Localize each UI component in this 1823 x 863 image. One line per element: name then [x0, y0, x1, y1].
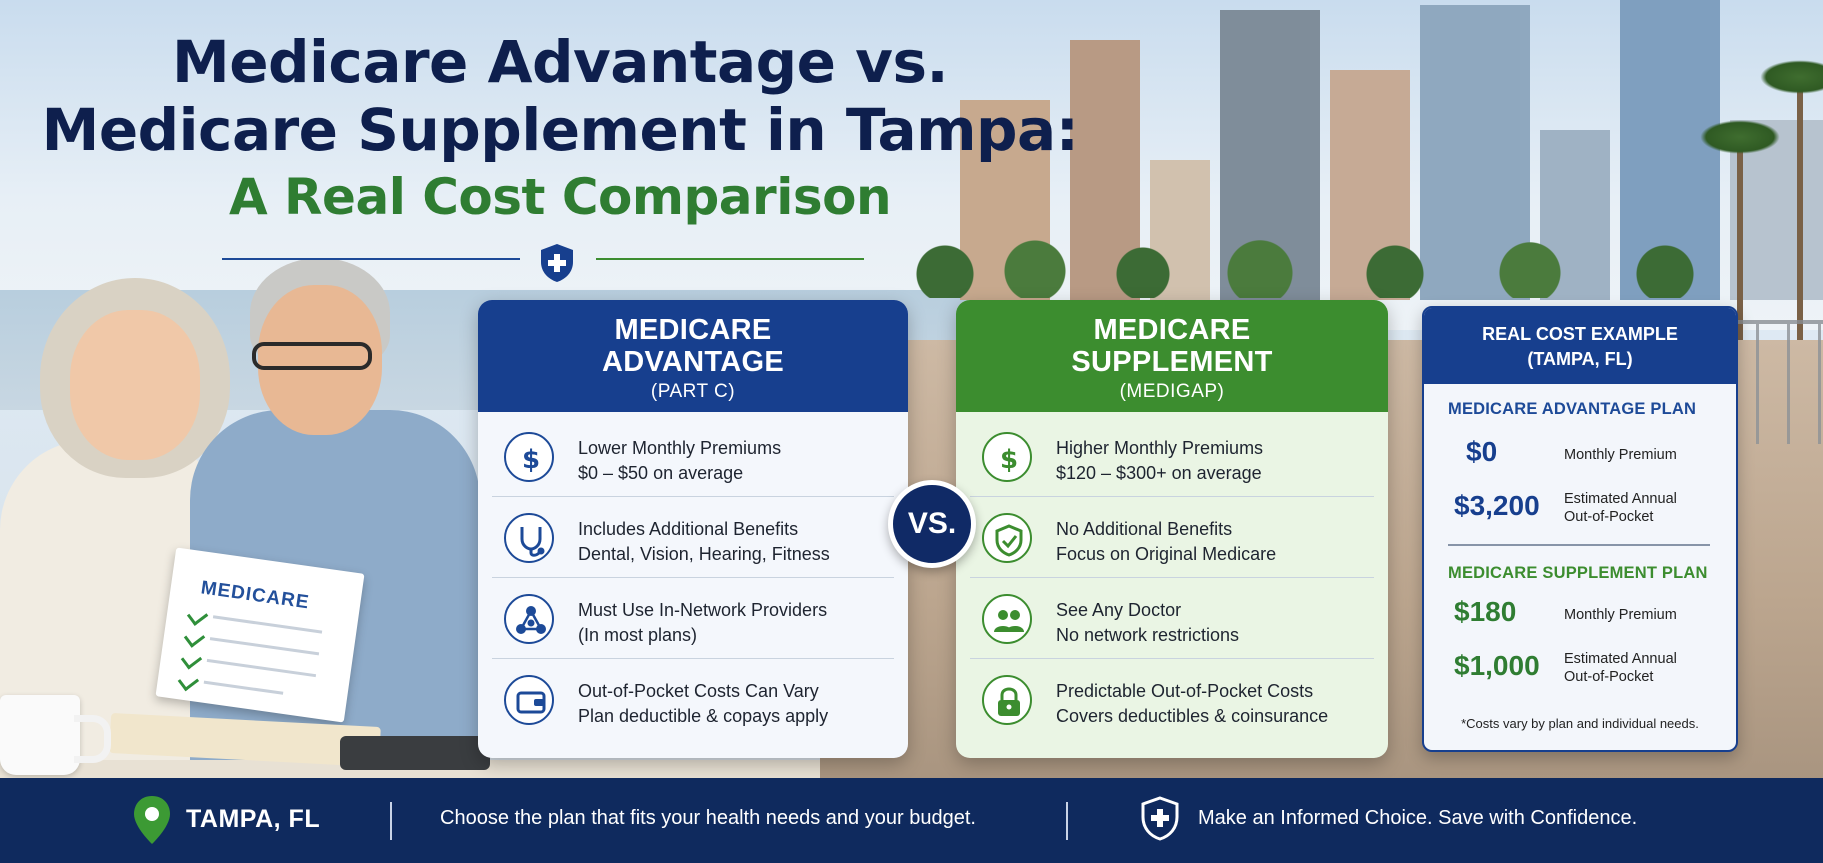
wallet-icon — [504, 675, 554, 725]
cost-supplement-oop-value: $1,000 — [1454, 650, 1540, 681]
advantage-row-1-detail: $0 – $50 on average — [578, 463, 744, 483]
supplement-row-3-detail: No network restrictions — [1056, 625, 1240, 645]
supplement-card-header: MEDICARE SUPPLEMENT (MEDIGAP) — [956, 300, 1388, 412]
dollar-icon: $ — [504, 432, 554, 482]
cost-example-heading-2: (TAMPA, FL) — [1527, 349, 1633, 369]
mug-handle — [74, 715, 111, 763]
supplement-heading-2: SUPPLEMENT — [1071, 346, 1273, 378]
title-line-1: Medicare Advantage vs. — [171, 28, 949, 96]
supplement-row-4-detail: Covers deductibles & coinsurance — [1056, 706, 1329, 726]
advantage-row-3-detail: (In most plans) — [578, 625, 698, 645]
supplement-heading-sub: (MEDIGAP) — [1119, 381, 1225, 402]
cost-supplement-label: MEDICARE SUPPLEMENT PLAN — [1448, 564, 1708, 582]
title-line-2: Medicare Supplement in Tampa: — [41, 96, 1079, 164]
coffee-mug — [0, 695, 80, 775]
cost-advantage-oop-label-2: Out-of-Pocket — [1564, 509, 1654, 525]
dollar-icon: $ — [982, 432, 1032, 482]
footer-cta: Make an Informed Choice. Save with Confi… — [1198, 807, 1638, 829]
palm-tree — [1760, 60, 1823, 340]
table — [0, 760, 820, 780]
svg-text:$: $ — [522, 445, 540, 475]
document-title: MEDICARE — [199, 577, 311, 614]
shield-check-icon — [982, 513, 1032, 563]
stethoscope-icon — [504, 513, 554, 563]
supplement-row-1-detail: $120 – $300+ on average — [1056, 463, 1262, 483]
advantage-row-4-title: Out-of-Pocket Costs Can Vary — [578, 681, 819, 701]
footer-separator — [1066, 802, 1068, 840]
cost-example-header: REAL COST EXAMPLE (TAMPA, FL) — [1424, 308, 1736, 384]
palm-tree — [1700, 120, 1780, 340]
footer-bar: TAMPA, FL Choose the plan that fits your… — [0, 778, 1823, 863]
advantage-row-network: Must Use In-Network Providers (In most p… — [492, 578, 894, 659]
cost-footnote: *Costs vary by plan and individual needs… — [1461, 716, 1699, 731]
advantage-row-4-detail: Plan deductible & copays apply — [578, 706, 829, 726]
vs-badge: VS. — [888, 480, 976, 568]
advantage-row-benefits: Includes Additional Benefits Dental, Vis… — [492, 497, 894, 578]
cost-advantage-premium-label: Monthly Premium — [1564, 447, 1677, 463]
title-block: Medicare Advantage vs. Medicare Suppleme… — [40, 28, 1080, 230]
supplement-row-doctor: See Any Doctor No network restrictions — [970, 578, 1374, 659]
cost-advantage-label: MEDICARE ADVANTAGE PLAN — [1448, 400, 1697, 418]
shield-cross-icon — [541, 244, 573, 282]
cost-advantage-oop-label-1: Estimated Annual — [1564, 491, 1677, 507]
cost-supplement-premium-value: $180 — [1454, 596, 1517, 627]
advantage-card-header: MEDICARE ADVANTAGE (PART C) — [478, 300, 908, 412]
network-icon — [504, 594, 554, 644]
advantage-row-costs: Out-of-Pocket Costs Can Vary Plan deduct… — [492, 659, 894, 739]
lock-icon — [982, 675, 1032, 725]
shield-cross-icon — [1141, 796, 1179, 841]
advantage-row-1-title: Lower Monthly Premiums — [578, 438, 782, 458]
cost-example-panel: REAL COST EXAMPLE (TAMPA, FL) MEDICARE A… — [1422, 306, 1738, 752]
advantage-row-2-detail: Dental, Vision, Hearing, Fitness — [578, 544, 830, 564]
cost-advantage-oop-label: Estimated Annual Out-of-Pocket — [1564, 490, 1677, 526]
footer-location: TAMPA, FL — [186, 805, 321, 833]
advantage-row-2-title: Includes Additional Benefits — [578, 519, 799, 539]
location-pin-icon — [134, 796, 170, 844]
cost-advantage-oop-value: $3,200 — [1454, 490, 1540, 521]
supplement-row-2-detail: Focus on Original Medicare — [1056, 544, 1277, 564]
supplement-row-1-title: Higher Monthly Premiums — [1056, 438, 1264, 458]
title-rule-left — [222, 258, 520, 260]
supplement-row-3-title: See Any Doctor — [1056, 600, 1182, 620]
title-rule-right — [596, 258, 864, 260]
advantage-row-premiums: $ Lower Monthly Premiums $0 – $50 on ave… — [492, 416, 894, 497]
calculator — [340, 736, 490, 770]
supplement-row-2-title: No Additional Benefits — [1056, 519, 1233, 539]
cost-supplement-oop-label-2: Out-of-Pocket — [1564, 669, 1654, 685]
advantage-heading-1: MEDICARE — [614, 314, 772, 346]
supplement-row-4-title: Predictable Out-of-Pocket Costs — [1056, 681, 1314, 701]
subtitle: A Real Cost Comparison — [228, 168, 892, 226]
advantage-heading-sub: (PART C) — [650, 381, 736, 402]
svg-text:$: $ — [1000, 445, 1018, 475]
medicare-document: MEDICARE — [155, 547, 365, 723]
advantage-heading-2: ADVANTAGE — [601, 346, 785, 378]
cost-supplement-oop-label: Estimated Annual Out-of-Pocket — [1564, 650, 1677, 686]
supplement-row-benefits: No Additional Benefits Focus on Original… — [970, 497, 1374, 578]
tree-line — [900, 238, 1800, 298]
footer-tagline: Choose the plan that fits your health ne… — [440, 807, 976, 829]
people-icon — [982, 594, 1032, 644]
advantage-row-3-title: Must Use In-Network Providers — [578, 600, 828, 620]
cost-advantage-premium-value: $0 — [1466, 436, 1498, 467]
cost-example-heading-1: REAL COST EXAMPLE — [1482, 324, 1678, 344]
supplement-heading-1: MEDICARE — [1093, 314, 1251, 346]
cost-supplement-premium-label: Monthly Premium — [1564, 607, 1677, 623]
cost-supplement-oop-label-1: Estimated Annual — [1564, 651, 1677, 667]
supplement-card: MEDICARE SUPPLEMENT (MEDIGAP) $ Higher M… — [956, 300, 1388, 758]
supplement-row-costs: Predictable Out-of-Pocket Costs Covers d… — [970, 659, 1374, 739]
advantage-card: MEDICARE ADVANTAGE (PART C) $ Lower Mont… — [478, 300, 908, 758]
footer-separator — [390, 802, 392, 840]
supplement-row-premiums: $ Higher Monthly Premiums $120 – $300+ o… — [970, 416, 1374, 497]
cost-divider — [1448, 544, 1710, 546]
